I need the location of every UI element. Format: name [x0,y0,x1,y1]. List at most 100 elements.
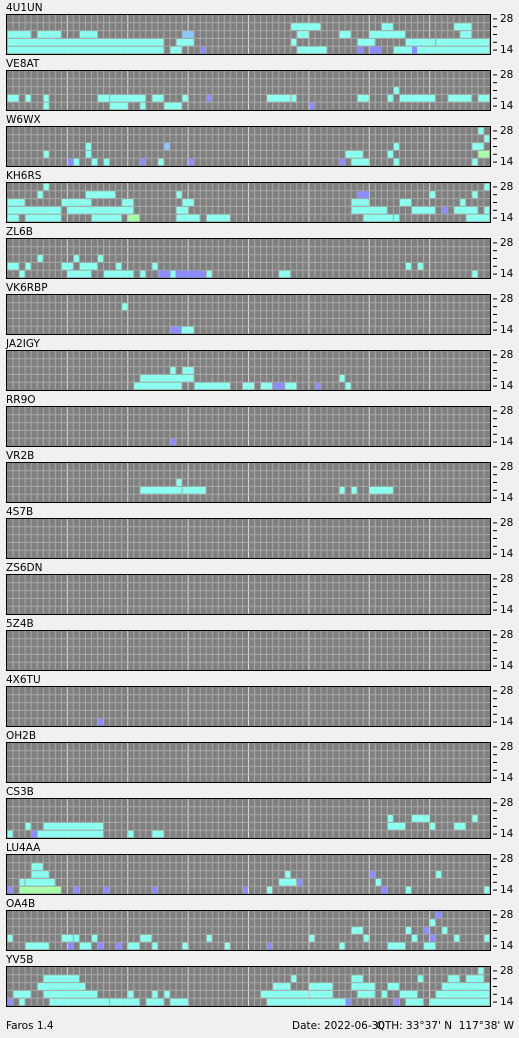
signal-cell [79,262,98,270]
band-label: 14 [500,604,514,616]
signal-cell [43,975,79,983]
signal-cell [448,975,460,983]
signal-cell [418,975,424,983]
signal-cell [357,94,369,102]
signal-cell [424,927,430,934]
signal-cell [484,135,490,143]
signal-cell [61,199,92,206]
signal-cell [351,983,375,990]
signal-cell [7,46,164,54]
signal-cell [345,382,351,390]
signal-cell [351,486,357,494]
signal-cell [399,199,412,206]
signal-cell [351,158,369,166]
signal-cell [369,486,393,494]
signal-cell [43,150,49,158]
signal-cell [472,158,478,166]
band-label: 28 [500,69,513,81]
signal-cell [31,830,37,838]
signal-cell [242,382,255,390]
band-label: 14 [500,100,514,112]
signal-cell [170,326,194,334]
signal-cell [484,183,490,191]
band-label: 14 [500,212,514,224]
grid-border [6,966,491,1007]
signal-cell [134,382,182,390]
signal-cell [122,303,128,311]
signal-cell [291,38,297,46]
signal-cell [104,270,134,278]
signal-cell [297,46,327,54]
signal-cell [43,990,98,998]
signal-cell [182,31,194,38]
signal-cell [19,270,25,278]
signal-cell [430,822,436,830]
signal-cell [206,270,212,278]
signal-cell [351,199,369,206]
signal-cell [61,262,73,270]
signal-cell [369,31,405,38]
signal-cell [37,191,43,199]
signal-cell [7,830,13,838]
grid-border [6,350,491,391]
signal-cell [436,911,442,919]
band-label: 28 [500,181,513,193]
signal-cell [73,886,79,894]
signal-cell [357,38,375,46]
signal-cell [7,199,25,206]
signal-cell [116,942,122,950]
signal-cell [31,863,43,871]
signal-cell [19,998,25,1006]
signal-cell [345,998,351,1006]
signal-cell [387,150,393,158]
band-label: 28 [500,853,513,865]
signal-cell [309,990,333,998]
signal-cell [182,486,206,494]
signal-cell [387,94,393,102]
signal-cell [472,270,478,278]
station-call: 5Z4B [6,618,34,630]
band-label: 14 [500,324,514,336]
signal-cell [79,942,92,950]
signal-cell [152,262,158,270]
signal-cell [381,23,393,31]
signal-cell [140,270,146,278]
signal-cell [104,886,110,894]
band-label: 14 [500,660,514,672]
signal-cell [393,143,399,150]
signal-cell [357,990,375,998]
signal-cell [291,23,321,31]
station-call: VR2B [6,450,34,462]
signal-cell [345,150,363,158]
signal-cell [104,158,110,166]
signal-cell [484,934,490,942]
signal-cell [393,998,399,1006]
signal-cell [7,206,61,214]
band-label: 28 [500,797,513,809]
signal-cell [405,998,424,1006]
signal-cell [224,942,230,950]
station-call: VK6RBP [6,282,48,294]
signal-cell [454,206,478,214]
signal-cell [128,990,134,998]
signal-cell [206,214,230,222]
band-label: 28 [500,461,513,473]
signal-cell [25,878,55,886]
signal-cell [37,830,104,838]
signal-cell [98,718,104,726]
signal-cell [61,934,73,942]
signal-cell [194,382,230,390]
signal-cell [436,871,442,878]
signal-cell [140,486,182,494]
signal-cell [339,374,345,382]
station-call: OH2B [6,730,36,742]
signal-cell [375,878,381,886]
signal-cell [146,998,164,1006]
grid-border [6,630,491,671]
band-label: 14 [500,548,514,560]
signal-cell [67,270,92,278]
grid-border [6,686,491,727]
signal-cell [7,998,13,1006]
signal-cell [67,942,73,950]
